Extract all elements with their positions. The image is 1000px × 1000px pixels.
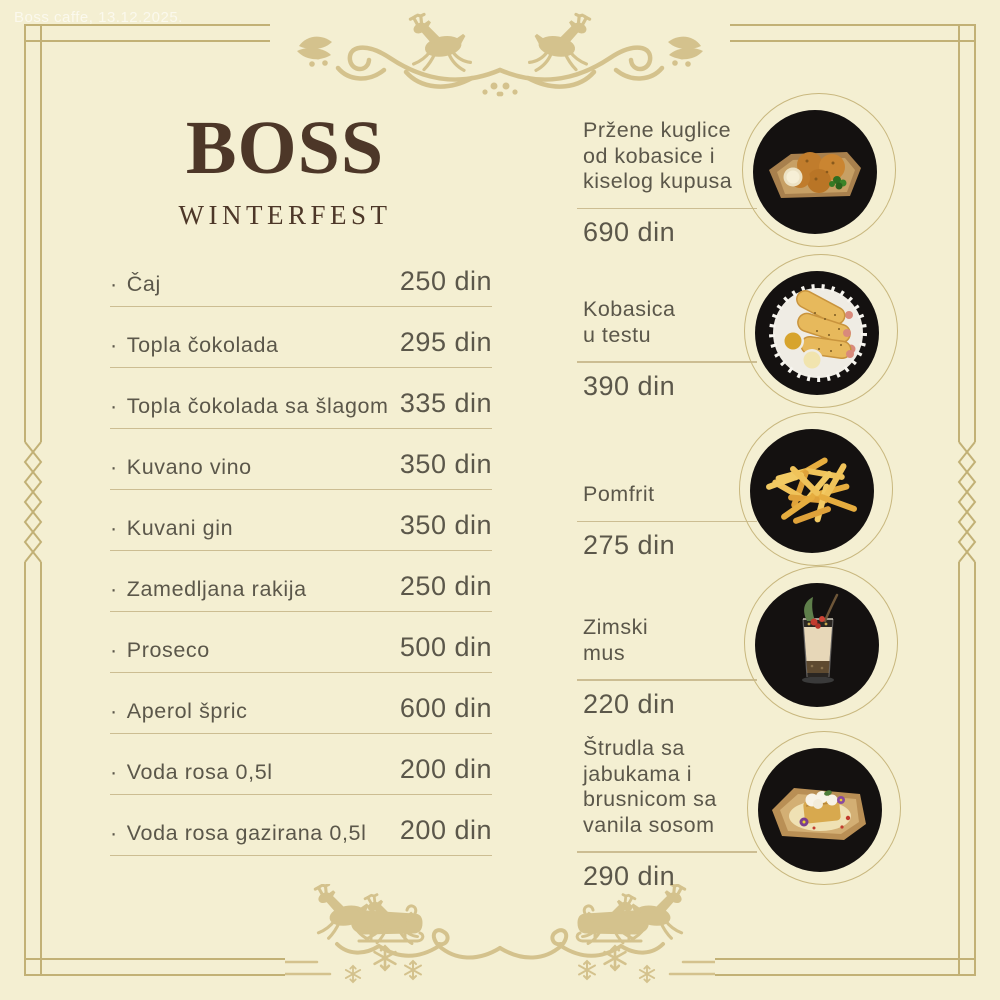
bullet: · (110, 272, 118, 296)
photo-sausage-in-pastry (755, 271, 879, 395)
photo-apple-cranberry-strudel (758, 748, 882, 872)
bottom-flourish-ornament (285, 884, 715, 990)
item-price: 275 din (583, 530, 676, 560)
divider (577, 520, 757, 522)
menu-row: · Topla čokolada sa šlagom 335 din (110, 368, 492, 429)
item-name: · Voda rosa gazirana 0,5l (110, 821, 367, 845)
food-item: Pomfrit 275 din (577, 482, 763, 561)
photo-winter-mousse (755, 583, 879, 707)
item-name: Pržene kuglice od kobasice i kiselog kup… (583, 118, 733, 193)
menu-row: · Voda rosa 0,5l 200 din (110, 734, 492, 795)
menu-row: · Aperol špric 600 din (110, 673, 492, 734)
item-name: · Voda rosa 0,5l (110, 760, 273, 784)
item-name: · Zamedljana rakija (110, 577, 307, 601)
page-title: BOSS (185, 106, 385, 190)
item-name: · Čaj (110, 272, 161, 296)
item-price: 500 din (399, 632, 492, 662)
item-name: · Proseco (110, 638, 210, 662)
item-name: · Kuvano vino (110, 455, 252, 479)
photo-ring (739, 412, 893, 566)
photo-ring (747, 731, 901, 885)
bullet: · (110, 638, 118, 662)
item-name: Kobasica u testu (583, 297, 676, 347)
page-subtitle: WINTERFEST (178, 200, 392, 230)
bullet: · (110, 699, 118, 723)
bullet: · (110, 394, 118, 418)
photo-fried-sausage-sauerkraut-balls (753, 110, 877, 234)
item-price: 250 din (399, 571, 492, 601)
menu-row: · Zamedljana rakija 250 din (110, 551, 492, 612)
item-name: · Kuvani gin (110, 516, 234, 540)
snowflake-icon (603, 944, 627, 972)
item-price: 295 din (399, 327, 492, 357)
item-price: 250 din (399, 266, 492, 296)
snowflake-icon (638, 965, 656, 983)
snowflake-icon (578, 960, 596, 980)
item-price: 220 din (583, 688, 676, 719)
bullet: · (110, 333, 118, 357)
item-price: 690 din (583, 217, 676, 247)
item-name: · Topla čokolada sa šlagom (110, 394, 389, 418)
menu-row: · Kuvano vino 350 din (110, 429, 492, 490)
bullet: · (110, 516, 118, 540)
divider (577, 207, 757, 209)
item-price: 200 din (399, 754, 492, 784)
photo-ring (744, 566, 898, 720)
menu-row: · Čaj 250 din (110, 246, 492, 307)
divider (577, 851, 757, 853)
photo-ring (742, 93, 896, 247)
item-name: · Aperol špric (110, 699, 248, 723)
menu-row: · Proseco 500 din (110, 612, 492, 673)
bullet: · (110, 577, 118, 601)
food-item: Pržene kuglice od kobasice i kiselog kup… (577, 118, 763, 248)
bullet: · (110, 455, 118, 479)
item-name: Zimski mus (583, 615, 649, 665)
menu-row: · Topla čokolada 295 din (110, 307, 492, 368)
food-item: Zimski mus 220 din (577, 615, 763, 720)
item-price: 350 din (399, 510, 492, 540)
item-price: 600 din (399, 693, 492, 723)
photo-french-fries (750, 429, 874, 553)
item-price: 350 din (399, 449, 492, 479)
watermark-text: Boss caffe, 13.12.2025. (14, 9, 183, 26)
menu-row: · Kuvani gin 350 din (110, 490, 492, 551)
item-price: 290 din (583, 860, 676, 891)
divider (577, 679, 757, 681)
item-price: 390 din (583, 370, 676, 401)
drinks-price-list: · Čaj 250 din · Topla čokolada 295 din · To… (110, 246, 492, 856)
reindeer-icon (527, 12, 592, 72)
brand-block: BOSS WINTERFEST (140, 110, 430, 231)
item-price: 335 din (399, 388, 492, 418)
diamond-chain-left-icon (17, 434, 49, 569)
divider (577, 361, 757, 363)
item-price: 200 din (399, 815, 492, 845)
photo-ring (744, 254, 898, 408)
item-name: · Topla čokolada (110, 333, 279, 357)
bullet: · (110, 760, 118, 784)
menu-row: · Voda rosa gazirana 0,5l 200 din (110, 795, 492, 856)
food-item: Štrudla sa jabukama i brusnicom sa vanil… (577, 736, 763, 892)
food-item: Kobasica u testu 390 din (577, 297, 763, 402)
item-name: Pomfrit (583, 482, 655, 506)
top-flourish-ornament (270, 10, 730, 102)
bullet: · (110, 821, 118, 845)
diamond-chain-right-icon (951, 434, 983, 569)
item-name: Štrudla sa jabukama i brusnicom sa vanil… (583, 736, 717, 837)
